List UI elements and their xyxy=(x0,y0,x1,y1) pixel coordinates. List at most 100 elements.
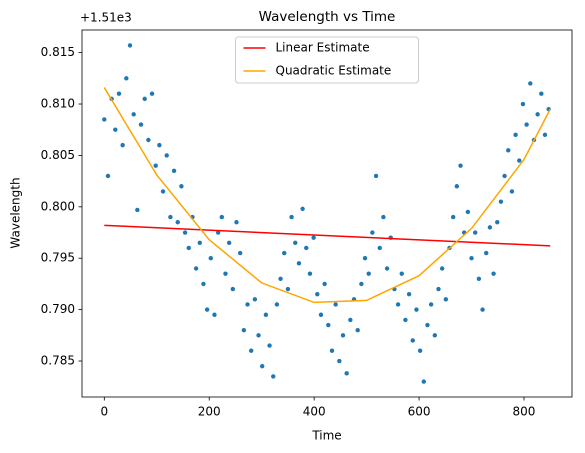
scatter-point xyxy=(406,291,412,297)
scatter-point xyxy=(164,153,169,158)
scatter-point xyxy=(241,327,247,333)
scatter-point xyxy=(535,112,540,117)
y-offset-label: +1.51e3 xyxy=(80,11,132,25)
x-tick-label: 400 xyxy=(303,405,326,419)
scatter-point xyxy=(399,271,404,276)
scatter-point xyxy=(256,333,261,338)
y-tick-label: 0.805 xyxy=(41,148,75,162)
scatter-point xyxy=(436,286,441,292)
scatter-point xyxy=(410,338,415,343)
scatter-point xyxy=(120,142,125,148)
scatter-point xyxy=(157,142,162,148)
scatter-point xyxy=(340,333,346,338)
scatter-point xyxy=(245,302,250,307)
scatter-point xyxy=(160,189,166,194)
scatter-point xyxy=(248,348,254,353)
scatter-point xyxy=(186,245,191,251)
scatter-point xyxy=(208,256,213,261)
scatter-point xyxy=(289,214,294,220)
scatter-point xyxy=(491,271,496,276)
scatter-point xyxy=(116,91,122,96)
scatter-point xyxy=(542,132,548,138)
scatter-point xyxy=(293,240,298,245)
scatter-point xyxy=(168,214,173,220)
scatter-point xyxy=(219,214,225,220)
scatter-point xyxy=(344,371,349,376)
scatter-point xyxy=(432,333,438,338)
scatter-point xyxy=(465,209,471,215)
scatter-point xyxy=(509,189,515,194)
scatter-point xyxy=(113,127,118,132)
scatter-point xyxy=(315,291,320,297)
scatter-point xyxy=(237,250,243,256)
y-tick-label: 0.790 xyxy=(41,302,75,316)
scatter-point xyxy=(149,91,155,96)
scatter-point xyxy=(193,266,199,271)
scatter-point xyxy=(138,122,144,127)
scatter-point xyxy=(234,220,239,225)
scatter-point xyxy=(127,43,133,48)
scatter-point xyxy=(539,91,544,96)
scatter-point xyxy=(285,286,291,292)
scatter-point xyxy=(366,271,371,276)
scatter-point xyxy=(263,312,269,317)
x-axis-label: Time xyxy=(311,429,341,443)
scatter-point xyxy=(171,168,177,174)
scatter-point xyxy=(381,214,386,220)
scatter-point xyxy=(274,302,280,307)
scatter-point xyxy=(480,307,485,312)
scatter-point xyxy=(473,230,478,235)
scatter-point xyxy=(300,206,305,212)
scatter-point xyxy=(329,348,335,353)
scatter-point xyxy=(142,96,147,102)
scatter-point xyxy=(484,250,489,256)
scatter-point xyxy=(131,112,136,117)
legend-label: Linear Estimate xyxy=(276,41,370,55)
scatter-point xyxy=(403,317,408,323)
scatter-point xyxy=(428,302,434,307)
legend-label: Quadratic Estimate xyxy=(276,64,392,78)
scatter-point xyxy=(517,158,522,163)
scatter-point xyxy=(175,220,180,225)
x-tick-label: 200 xyxy=(198,405,221,419)
scatter-point xyxy=(520,101,526,107)
scatter-point xyxy=(296,261,302,266)
x-tick-label: 0 xyxy=(100,405,108,419)
scatter-point xyxy=(105,173,111,179)
scatter-point xyxy=(421,379,426,384)
scatter-point xyxy=(355,327,360,333)
scatter-point xyxy=(337,358,342,364)
legend-box xyxy=(235,36,419,84)
scatter-point xyxy=(223,271,228,276)
y-tick-label: 0.800 xyxy=(41,199,75,213)
scatter-point xyxy=(469,256,474,261)
scatter-point xyxy=(226,240,232,245)
scatter-point xyxy=(230,286,236,292)
scatter-point xyxy=(204,307,210,312)
scatter-point xyxy=(458,163,463,168)
scatter-point xyxy=(384,266,390,271)
scatter-point xyxy=(359,281,364,287)
scatter-point xyxy=(260,363,265,369)
scatter-point xyxy=(439,266,445,271)
y-tick-label: 0.795 xyxy=(41,251,75,265)
scatter-point xyxy=(373,173,379,179)
scatter-point xyxy=(443,297,449,302)
scatter-point xyxy=(326,322,331,328)
scatter-point xyxy=(267,343,272,348)
scatter-point xyxy=(146,137,151,143)
x-tick-label: 600 xyxy=(408,405,431,419)
scatter-point xyxy=(182,230,188,235)
scatter-point xyxy=(454,184,460,189)
scatter-point xyxy=(502,173,507,179)
scatter-point xyxy=(212,312,217,317)
scatter-point xyxy=(506,148,511,153)
scatter-point xyxy=(102,117,107,122)
scatter-point xyxy=(271,374,276,379)
y-axis-label: Wavelength xyxy=(9,177,23,248)
scatter-point xyxy=(197,240,202,245)
scatter-point xyxy=(425,322,430,328)
scatter-point xyxy=(513,132,518,138)
scatter-point xyxy=(153,163,158,168)
